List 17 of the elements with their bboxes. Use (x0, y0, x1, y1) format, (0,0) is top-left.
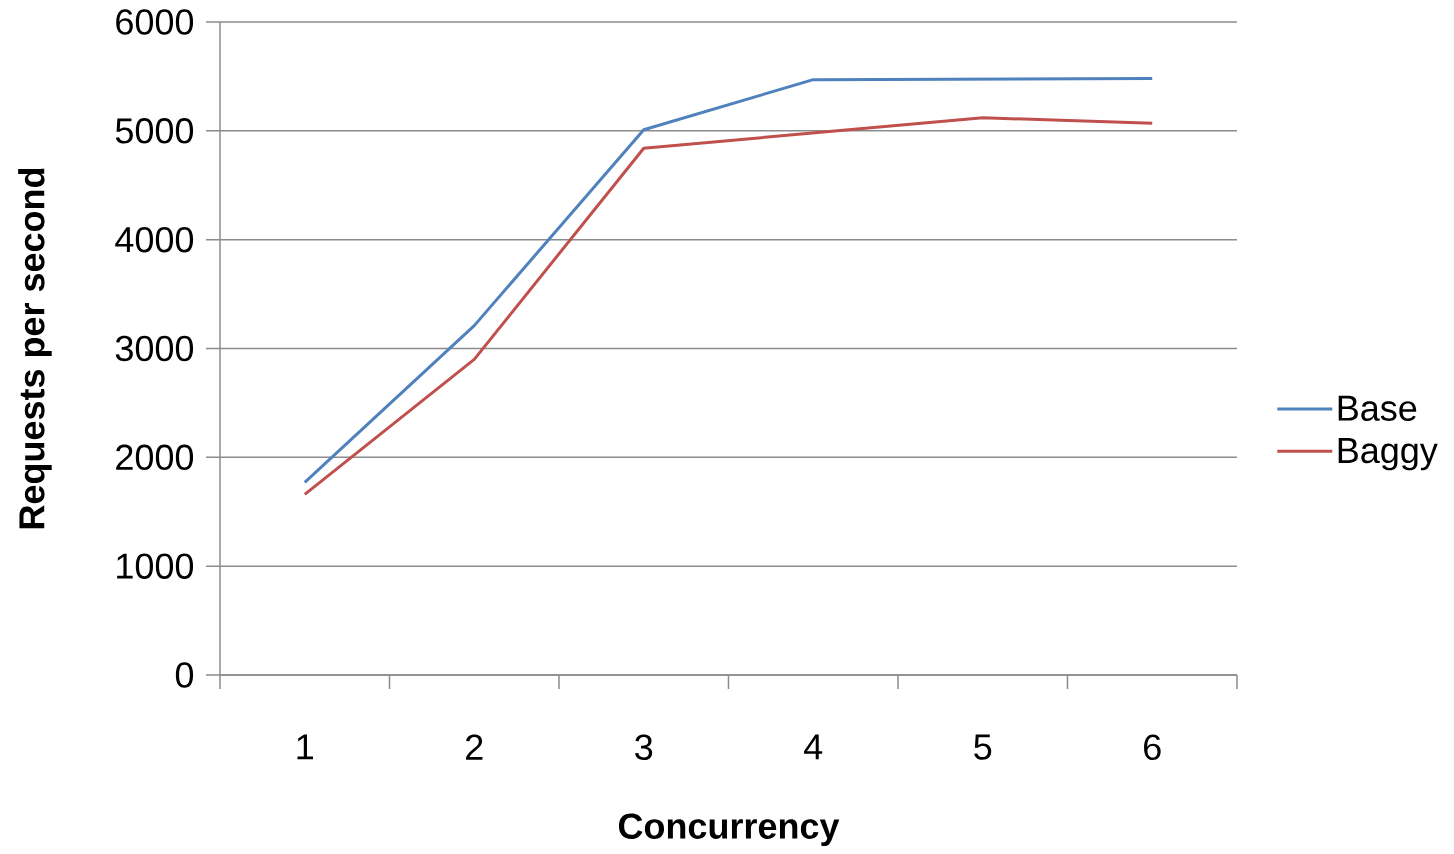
legend-label: Base (1338, 395, 1417, 421)
y-tick-label: 2000 (116, 444, 194, 471)
x-tick-label: 5 (974, 734, 992, 760)
x-tick-label: 3 (635, 734, 653, 760)
y-tick-label: 1000 (117, 553, 194, 579)
y-tick-label: 3000 (115, 335, 194, 362)
y-axis-title: Requests per second (18, 168, 52, 529)
x-tick-label: 6 (1144, 734, 1161, 760)
x-tick-label: 4 (804, 734, 823, 760)
y-tick-label: 5000 (115, 118, 194, 144)
x-tick-label: 1 (297, 734, 313, 760)
y-tick-label: 4000 (115, 226, 194, 253)
y-tick-label: 6000 (116, 9, 194, 35)
legend-label: Baggy (1338, 438, 1438, 471)
x-tick-label: 2 (466, 734, 483, 760)
x-axis-title: Concurrency (618, 813, 840, 847)
y-tick-label: 0 (175, 662, 194, 688)
